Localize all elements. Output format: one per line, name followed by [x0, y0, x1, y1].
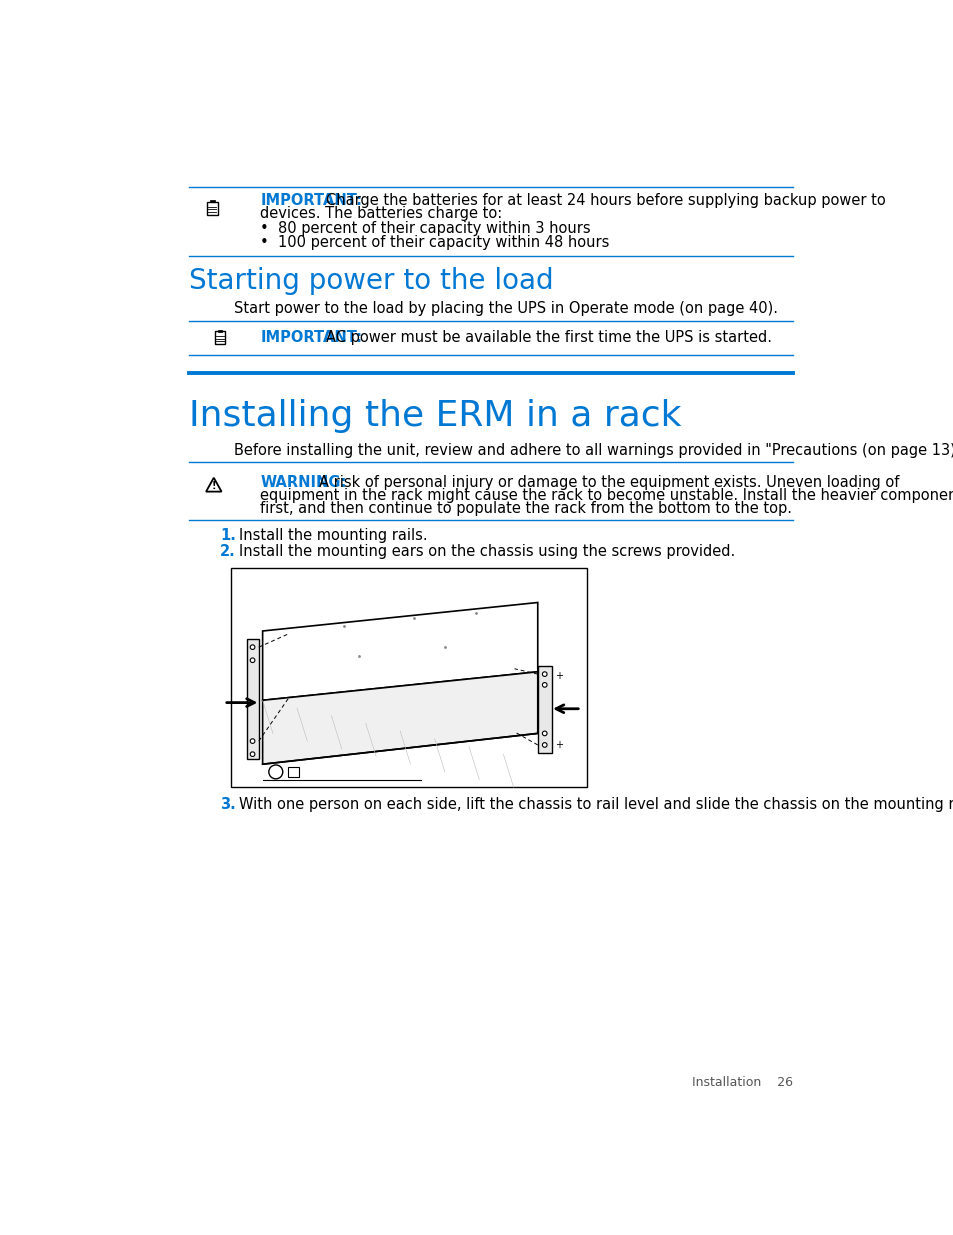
Text: Install the mounting rails.: Install the mounting rails. [239, 529, 428, 543]
Bar [210, 200, 214, 203]
Text: +: + [555, 671, 563, 680]
Circle shape [542, 742, 546, 747]
Bar [217, 330, 222, 332]
Text: A risk of personal injury or damage to the equipment exists. Uneven loading of: A risk of personal injury or damage to t… [319, 475, 899, 490]
Circle shape [250, 658, 254, 662]
Bar [288, 767, 298, 777]
Text: Charge the batteries for at least 24 hours before supplying backup power to: Charge the batteries for at least 24 hou… [326, 193, 885, 207]
Bar [214, 331, 225, 345]
Text: 1.: 1. [220, 529, 235, 543]
Circle shape [250, 739, 254, 743]
Text: With one person on each side, lift the chassis to rail level and slide the chass: With one person on each side, lift the c… [239, 797, 953, 811]
Text: WARNING:: WARNING: [260, 475, 346, 490]
Text: Installation    26: Installation 26 [692, 1076, 793, 1089]
Text: •  80 percent of their capacity within 3 hours: • 80 percent of their capacity within 3 … [260, 221, 590, 236]
Circle shape [542, 672, 546, 677]
Text: •  100 percent of their capacity within 48 hours: • 100 percent of their capacity within 4… [260, 235, 609, 249]
Text: Before installing the unit, review and adhere to all warnings provided in "Preca: Before installing the unit, review and a… [233, 442, 953, 457]
Text: IMPORTANT:: IMPORTANT: [260, 330, 362, 345]
Text: 3.: 3. [220, 797, 235, 811]
Polygon shape [247, 638, 258, 758]
Circle shape [250, 752, 254, 757]
Text: !: ! [212, 482, 215, 492]
Circle shape [542, 683, 546, 687]
Text: AC power must be available the first time the UPS is started.: AC power must be available the first tim… [326, 330, 771, 345]
Text: +: + [555, 740, 563, 750]
Bar [231, 568, 587, 787]
Text: Starting power to the load: Starting power to the load [189, 267, 553, 295]
Text: devices. The batteries charge to:: devices. The batteries charge to: [260, 206, 502, 221]
Text: 2.: 2. [220, 545, 235, 559]
Text: equipment in the rack might cause the rack to become unstable. Install the heavi: equipment in the rack might cause the ra… [260, 488, 953, 503]
Text: IMPORTANT:: IMPORTANT: [260, 193, 362, 207]
Polygon shape [537, 666, 551, 753]
Polygon shape [262, 603, 537, 700]
Circle shape [250, 645, 254, 650]
Circle shape [542, 731, 546, 736]
Polygon shape [262, 672, 537, 764]
Text: Installing the ERM in a rack: Installing the ERM in a rack [189, 399, 680, 433]
Bar [207, 201, 217, 215]
Text: first, and then continue to populate the rack from the bottom to the top.: first, and then continue to populate the… [260, 501, 792, 516]
Text: Start power to the load by placing the UPS in Operate mode (on page 40).: Start power to the load by placing the U… [233, 301, 777, 316]
Text: Install the mounting ears on the chassis using the screws provided.: Install the mounting ears on the chassis… [239, 545, 735, 559]
